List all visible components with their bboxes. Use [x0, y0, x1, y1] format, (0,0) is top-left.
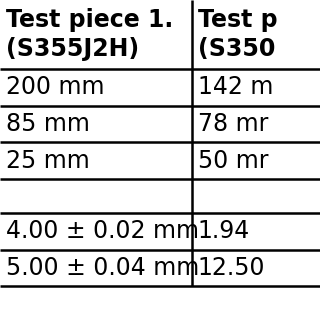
- Text: 5.00 ± 0.04 mm: 5.00 ± 0.04 mm: [6, 256, 199, 280]
- Text: 78 mr: 78 mr: [198, 112, 268, 136]
- Text: 4.00 ± 0.02 mm: 4.00 ± 0.02 mm: [6, 219, 199, 243]
- Text: 200 mm: 200 mm: [6, 75, 104, 99]
- Text: 142 m: 142 m: [198, 75, 273, 99]
- Text: 85 mm: 85 mm: [6, 112, 90, 136]
- Text: 50 mr: 50 mr: [198, 149, 268, 173]
- Text: 1.94: 1.94: [198, 219, 250, 243]
- Text: Test p
(S350: Test p (S350: [198, 8, 277, 61]
- Text: 25 mm: 25 mm: [6, 149, 90, 173]
- Text: Test piece 1.
(S355J2H): Test piece 1. (S355J2H): [6, 8, 173, 61]
- Text: 12.50: 12.50: [198, 256, 265, 280]
